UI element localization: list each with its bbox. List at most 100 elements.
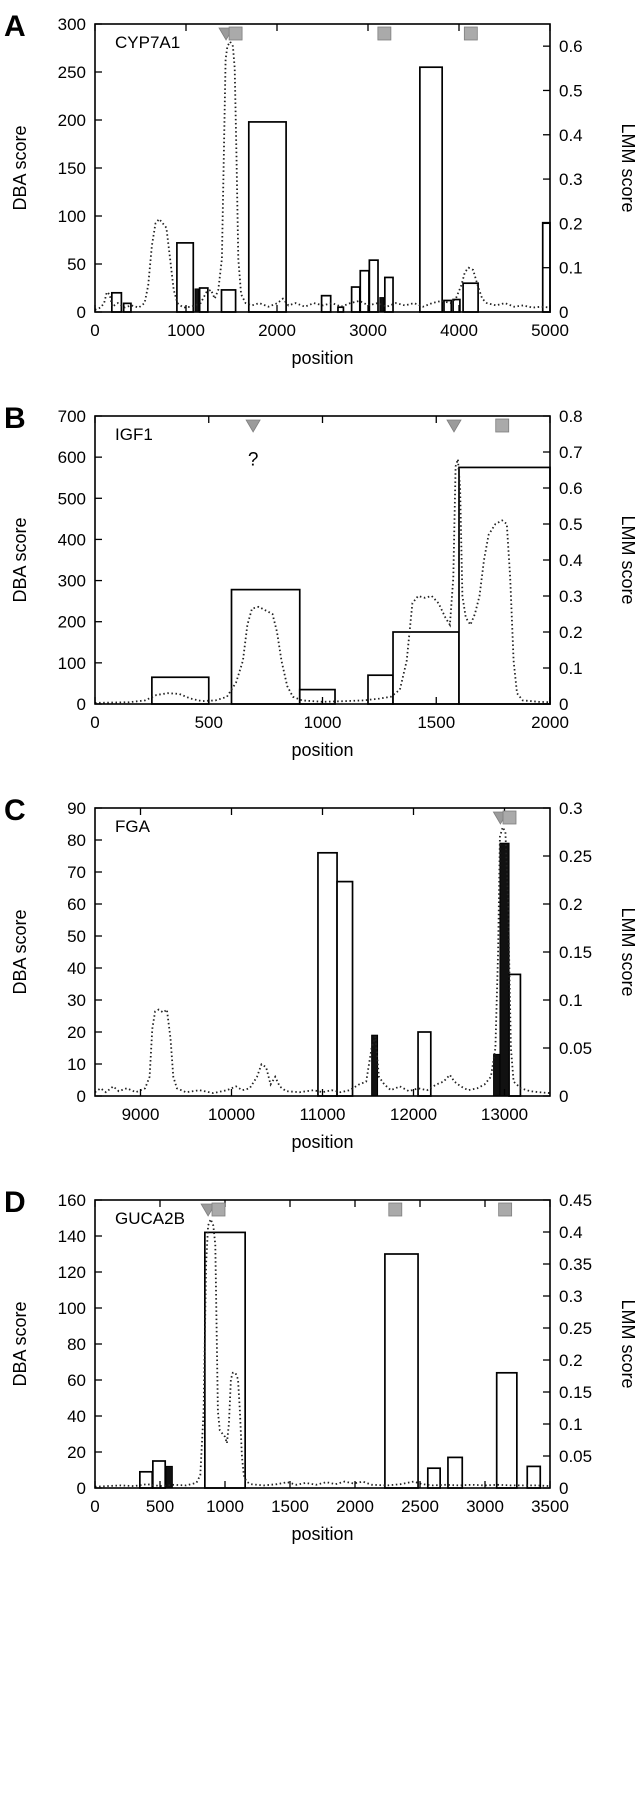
right-tick-label: 0.3 xyxy=(559,799,583,818)
chart-guca2b: 0 20 40 60 80 100 120 140 160 0 0.05 0.1 0.15 0.2 0.25… xyxy=(4,1186,638,1544)
dba-open-bar xyxy=(176,242,195,313)
left-tick-label: 600 xyxy=(58,448,86,467)
left-tick-label: 0 xyxy=(77,1479,86,1498)
dba-open-bar xyxy=(247,121,287,313)
dba-open-bar xyxy=(384,1253,419,1489)
lmm-dotted-curve xyxy=(94,824,551,1095)
dba-open-bar xyxy=(383,276,394,313)
plot-frame xyxy=(94,1199,551,1489)
left-tick-label: 10 xyxy=(67,1055,86,1074)
square-marker-icon xyxy=(495,418,510,433)
panel-letter: C xyxy=(4,794,26,827)
right-tick-label: 0.5 xyxy=(559,81,583,100)
left-tick-label: 300 xyxy=(58,572,86,591)
right-axis-title: LMM score xyxy=(618,123,638,212)
panel-d-guca2b: 0 20 40 60 80 100 120 140 160 0 0.05 0.1 0.15 0.2 0.25… xyxy=(0,1180,643,1572)
left-tick-label: 200 xyxy=(58,111,86,130)
dba-open-bar xyxy=(350,286,361,313)
right-axis-title: LMM score xyxy=(618,907,638,996)
right-tick-label: 0.6 xyxy=(559,37,583,56)
x-tick-label: 0 xyxy=(90,713,99,732)
left-tick-label: 50 xyxy=(67,255,86,274)
dba-open-bar xyxy=(230,588,301,705)
right-tick-label: 0.15 xyxy=(559,1383,592,1402)
right-tick-label: 0.4 xyxy=(559,551,583,570)
dba-open-bar xyxy=(139,1470,154,1489)
left-tick-label: 140 xyxy=(58,1227,86,1246)
left-tick-label: 700 xyxy=(58,407,86,426)
lmm-dotted-curve xyxy=(94,458,551,704)
dba-open-bar xyxy=(417,1031,432,1097)
gene-label: CYP7A1 xyxy=(115,33,180,52)
left-tick-label: 40 xyxy=(67,959,86,978)
square-marker-icon xyxy=(228,26,243,41)
left-tick-label: 500 xyxy=(58,489,86,508)
gene-label: GUCA2B xyxy=(115,1209,185,1228)
x-tick-label: 3000 xyxy=(466,1497,504,1516)
dba-open-bar xyxy=(110,291,123,313)
left-tick-label: 40 xyxy=(67,1407,86,1426)
right-tick-label: 0.6 xyxy=(559,479,583,498)
left-tick-label: 100 xyxy=(58,1299,86,1318)
dba-open-bar xyxy=(526,1465,542,1489)
right-tick-label: 0.35 xyxy=(559,1255,592,1274)
dba-open-bar xyxy=(495,1371,518,1489)
left-tick-label: 400 xyxy=(58,530,86,549)
chart-fga: 0 10 20 30 40 50 60 70 80 90 0 0.05 0.1 0.15 0.2 0.25 0.… xyxy=(4,794,638,1152)
right-tick-label: 0.8 xyxy=(559,407,583,426)
x-tick-label: 12000 xyxy=(390,1105,437,1124)
right-tick-label: 0 xyxy=(559,1087,568,1106)
dba-open-bar xyxy=(317,851,338,1097)
right-tick-label: 0.05 xyxy=(559,1447,592,1466)
dba-open-bar xyxy=(447,1456,464,1489)
triangle-marker-icon xyxy=(446,419,462,433)
right-tick-label: 0 xyxy=(559,303,568,322)
left-tick-label: 50 xyxy=(67,927,86,946)
square-marker-icon xyxy=(463,26,478,41)
panel-letter: D xyxy=(4,1186,26,1219)
panel-letter: B xyxy=(4,402,26,435)
dba-open-bar xyxy=(204,1231,247,1489)
x-tick-label: 500 xyxy=(146,1497,174,1516)
dba-open-bar xyxy=(392,631,460,705)
left-tick-label: 20 xyxy=(67,1443,86,1462)
right-tick-label: 0.1 xyxy=(559,259,583,278)
x-tick-label: 10000 xyxy=(208,1105,255,1124)
four-panel-figure: 0 50 100 150 200 250 300 0 0.1 0.2 0.3 0.4 0.5 0.6 0 10… xyxy=(0,10,643,1572)
right-tick-label: 0.2 xyxy=(559,214,583,233)
left-tick-label: 0 xyxy=(77,1087,86,1106)
right-tick-label: 0.2 xyxy=(559,1351,583,1370)
square-marker-icon xyxy=(388,1202,403,1217)
x-tick-label: 9000 xyxy=(122,1105,160,1124)
right-tick-label: 0.1 xyxy=(559,659,583,678)
x-tick-label: 1500 xyxy=(271,1497,309,1516)
dba-open-bar xyxy=(462,282,479,313)
right-tick-label: 0.1 xyxy=(559,1415,583,1434)
left-tick-label: 60 xyxy=(67,895,86,914)
left-tick-label: 200 xyxy=(58,613,86,632)
square-marker-icon xyxy=(211,1202,226,1217)
dba-open-bar xyxy=(458,466,551,705)
right-tick-label: 0.4 xyxy=(559,1223,583,1242)
right-axis-title: LMM score xyxy=(618,1299,638,1388)
x-axis-title: position xyxy=(291,1132,353,1152)
right-tick-label: 0.1 xyxy=(559,991,583,1010)
x-tick-label: 0 xyxy=(90,1497,99,1516)
dba-open-bar xyxy=(220,289,237,313)
x-tick-label: 4000 xyxy=(440,321,478,340)
x-axis-title: position xyxy=(291,348,353,368)
right-axis-title: LMM score xyxy=(618,515,638,604)
square-marker-icon xyxy=(502,810,517,825)
x-tick-label: 3500 xyxy=(531,1497,569,1516)
left-tick-label: 90 xyxy=(67,799,86,818)
square-marker-icon xyxy=(498,1202,513,1217)
x-tick-label: 500 xyxy=(195,713,223,732)
right-tick-label: 0.2 xyxy=(559,895,583,914)
right-tick-label: 0.25 xyxy=(559,1319,592,1338)
right-tick-label: 0.15 xyxy=(559,943,592,962)
right-tick-label: 0.5 xyxy=(559,515,583,534)
left-axis-title: DBA score xyxy=(10,1301,30,1386)
left-tick-label: 150 xyxy=(58,159,86,178)
x-tick-label: 1000 xyxy=(206,1497,244,1516)
